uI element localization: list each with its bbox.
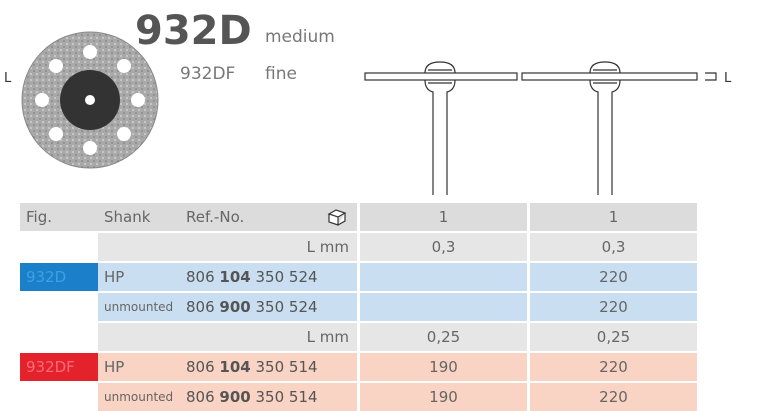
package-icon (327, 208, 347, 226)
ref-cell: 806 900 350 514 (180, 383, 357, 411)
ref-part: 900 (219, 388, 250, 406)
ref-part: 350 514 (256, 388, 318, 406)
value-cell: 220 (530, 383, 697, 411)
shank-cell (98, 233, 180, 261)
value-cell (360, 293, 527, 321)
value-cell (360, 263, 527, 291)
header-cell: Shank (98, 203, 180, 231)
ref-cell: 806 104 350 514 (180, 353, 357, 381)
header-cell: 1 (530, 203, 697, 231)
product-code: 932D (135, 8, 252, 54)
ref-part: 806 (186, 358, 215, 376)
variant-code: 932DF (180, 64, 235, 84)
value-cell: 190 (360, 353, 527, 381)
ref-cell: 806 104 350 524 (180, 263, 357, 291)
dimension-label: L (4, 71, 12, 86)
ref-part: 104 (219, 358, 250, 376)
page: L L 932D medium 932DF fine Fig.ShankRef.… (0, 0, 763, 411)
value-cell: 0,25 (360, 323, 527, 351)
ref-part: 350 524 (256, 298, 318, 316)
ref-part: 900 (219, 298, 250, 316)
ref-part: 350 514 (256, 358, 318, 376)
fig-cell: 932DF (20, 353, 98, 381)
value-cell: 220 (530, 353, 697, 381)
ref-part: 350 524 (256, 268, 318, 286)
ref-cell: L mm (180, 323, 357, 351)
header-cell: Fig. (20, 203, 98, 231)
ref-part: 806 (186, 268, 215, 286)
ref-cell: L mm (180, 233, 357, 261)
ref-part: 104 (219, 268, 250, 286)
ref-part: 806 (186, 298, 215, 316)
value-cell: 220 (530, 263, 697, 291)
shank-cell (98, 323, 180, 351)
illustration: L L 932D medium 932DF fine (0, 0, 763, 200)
value-cell: 220 (530, 293, 697, 321)
mandrel-drawings (365, 62, 716, 195)
value-cell: 190 (360, 383, 527, 411)
variant-grade: fine (265, 64, 297, 84)
ref-cell: 806 900 350 524 (180, 293, 357, 321)
product-grade: medium (265, 27, 335, 47)
shank-cell: HP (98, 353, 180, 381)
value-cell: 0,25 (530, 323, 697, 351)
shank-cell: HP (98, 263, 180, 291)
fig-cell: 932D (20, 263, 98, 291)
header-cell: 1 (360, 203, 527, 231)
shank-cell: unmounted (98, 293, 180, 321)
dimension-label: L (724, 71, 732, 86)
ref-part: 806 (186, 388, 215, 406)
value-cell: 0,3 (530, 233, 697, 261)
shank-cell: unmounted (98, 383, 180, 411)
value-cell: 0,3 (360, 233, 527, 261)
